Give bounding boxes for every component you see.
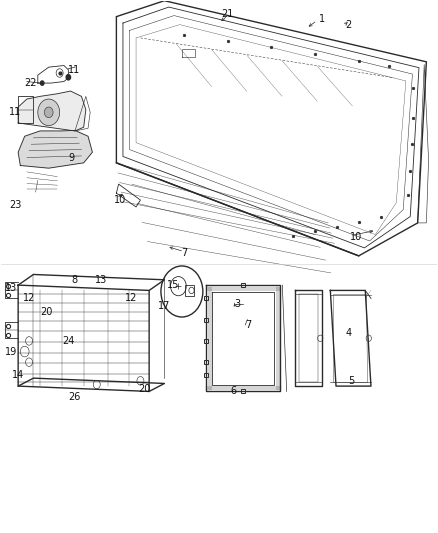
Text: 12: 12 [125,293,138,303]
Text: 24: 24 [62,336,74,346]
Text: 19: 19 [5,346,18,357]
Text: 11: 11 [68,65,81,75]
Text: 13: 13 [5,283,18,293]
Circle shape [38,99,60,126]
Text: 21: 21 [222,9,234,19]
Text: 11: 11 [10,107,21,117]
Text: 15: 15 [167,280,179,290]
Text: 7: 7 [181,248,187,258]
Text: 17: 17 [158,301,171,311]
Text: 20: 20 [138,384,151,394]
Polygon shape [18,131,92,168]
Text: 2: 2 [346,20,352,30]
Text: 12: 12 [22,293,35,303]
Text: 10: 10 [114,195,127,205]
Text: 20: 20 [40,306,53,317]
Text: 3: 3 [234,298,240,309]
Circle shape [44,107,53,118]
Circle shape [66,75,71,80]
Text: 14: 14 [12,370,24,381]
Text: 26: 26 [69,392,81,402]
Polygon shape [18,91,86,131]
Text: 23: 23 [10,200,22,211]
Text: 13: 13 [95,275,107,285]
Text: 8: 8 [72,275,78,285]
Text: 7: 7 [245,320,251,330]
Text: 22: 22 [25,78,37,88]
Text: 5: 5 [348,376,354,386]
Text: 6: 6 [230,386,236,397]
Text: 4: 4 [346,328,352,338]
Text: 1: 1 [319,14,325,25]
Text: 9: 9 [68,152,74,163]
Circle shape [40,81,44,85]
Text: 10: 10 [350,232,362,243]
